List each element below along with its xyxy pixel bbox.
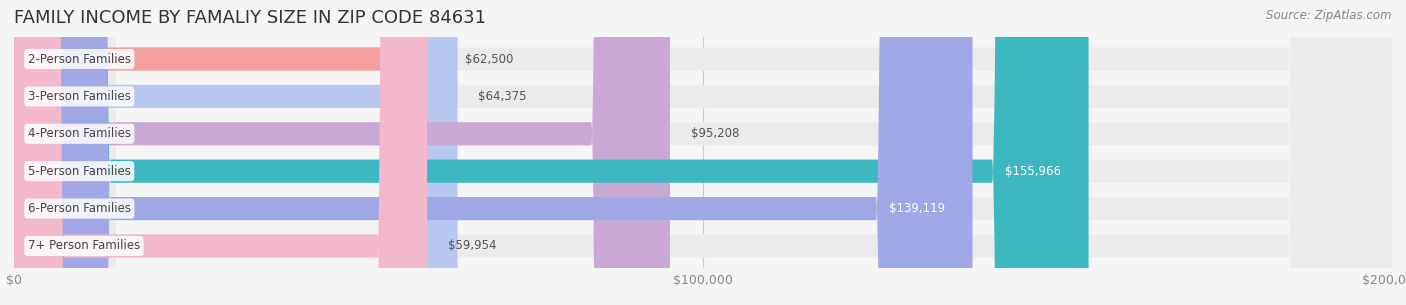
Text: 4-Person Families: 4-Person Families xyxy=(28,127,131,140)
Text: $62,500: $62,500 xyxy=(465,52,513,66)
Text: 5-Person Families: 5-Person Families xyxy=(28,165,131,178)
Text: $59,954: $59,954 xyxy=(447,239,496,253)
FancyBboxPatch shape xyxy=(14,0,1392,305)
FancyBboxPatch shape xyxy=(14,0,973,305)
FancyBboxPatch shape xyxy=(14,0,427,305)
Text: $95,208: $95,208 xyxy=(690,127,740,140)
FancyBboxPatch shape xyxy=(14,0,444,305)
FancyBboxPatch shape xyxy=(14,0,671,305)
Text: $64,375: $64,375 xyxy=(478,90,527,103)
Text: $139,119: $139,119 xyxy=(889,202,945,215)
Text: 6-Person Families: 6-Person Families xyxy=(28,202,131,215)
FancyBboxPatch shape xyxy=(14,0,457,305)
Text: 7+ Person Families: 7+ Person Families xyxy=(28,239,141,253)
Text: 2-Person Families: 2-Person Families xyxy=(28,52,131,66)
FancyBboxPatch shape xyxy=(14,0,1392,305)
Text: 3-Person Families: 3-Person Families xyxy=(28,90,131,103)
FancyBboxPatch shape xyxy=(14,0,1392,305)
FancyBboxPatch shape xyxy=(14,0,1392,305)
FancyBboxPatch shape xyxy=(14,0,1392,305)
FancyBboxPatch shape xyxy=(14,0,1088,305)
FancyBboxPatch shape xyxy=(14,0,1392,305)
Text: $155,966: $155,966 xyxy=(1005,165,1062,178)
Text: Source: ZipAtlas.com: Source: ZipAtlas.com xyxy=(1267,9,1392,22)
Text: FAMILY INCOME BY FAMALIY SIZE IN ZIP CODE 84631: FAMILY INCOME BY FAMALIY SIZE IN ZIP COD… xyxy=(14,9,486,27)
